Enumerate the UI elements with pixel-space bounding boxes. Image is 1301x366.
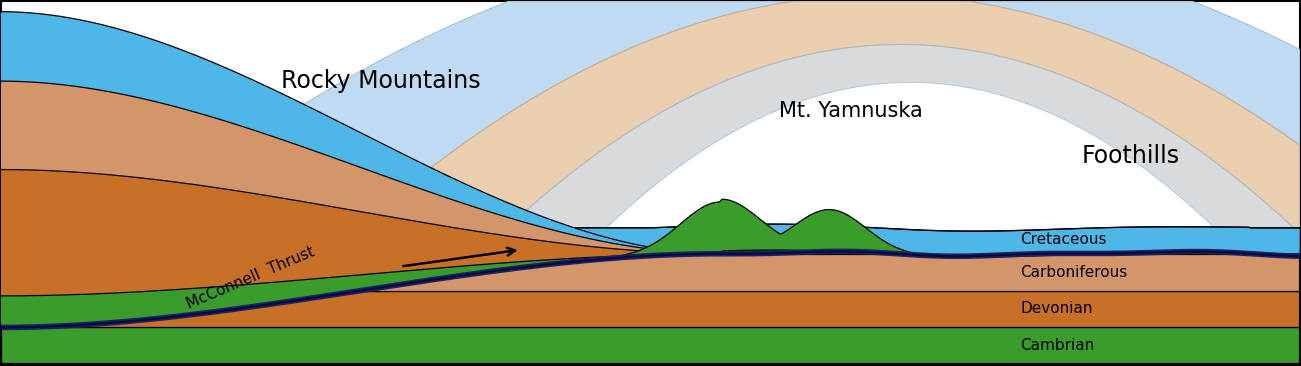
Polygon shape	[1, 0, 1300, 254]
Text: Mt. Yamnuska: Mt. Yamnuska	[778, 101, 922, 121]
Polygon shape	[1, 254, 1300, 291]
Text: McConnell  Thrust: McConnell Thrust	[185, 244, 317, 311]
Polygon shape	[582, 233, 980, 261]
Text: Foothills: Foothills	[1081, 144, 1180, 168]
Text: Devonian: Devonian	[1020, 301, 1093, 316]
Text: Carboniferous: Carboniferous	[1020, 265, 1128, 280]
Polygon shape	[1, 169, 693, 296]
Text: Cambrian: Cambrian	[1020, 338, 1094, 353]
Polygon shape	[1, 0, 1300, 254]
Polygon shape	[1, 224, 1300, 328]
Polygon shape	[582, 199, 980, 261]
Polygon shape	[1, 81, 688, 253]
Text: Rocky Mountains: Rocky Mountains	[281, 70, 480, 93]
Polygon shape	[1, 291, 1300, 328]
Polygon shape	[1, 254, 665, 328]
Polygon shape	[1, 328, 1300, 363]
Polygon shape	[1, 45, 1300, 254]
Text: Cretaceous: Cretaceous	[1020, 232, 1107, 247]
Polygon shape	[1, 12, 683, 253]
